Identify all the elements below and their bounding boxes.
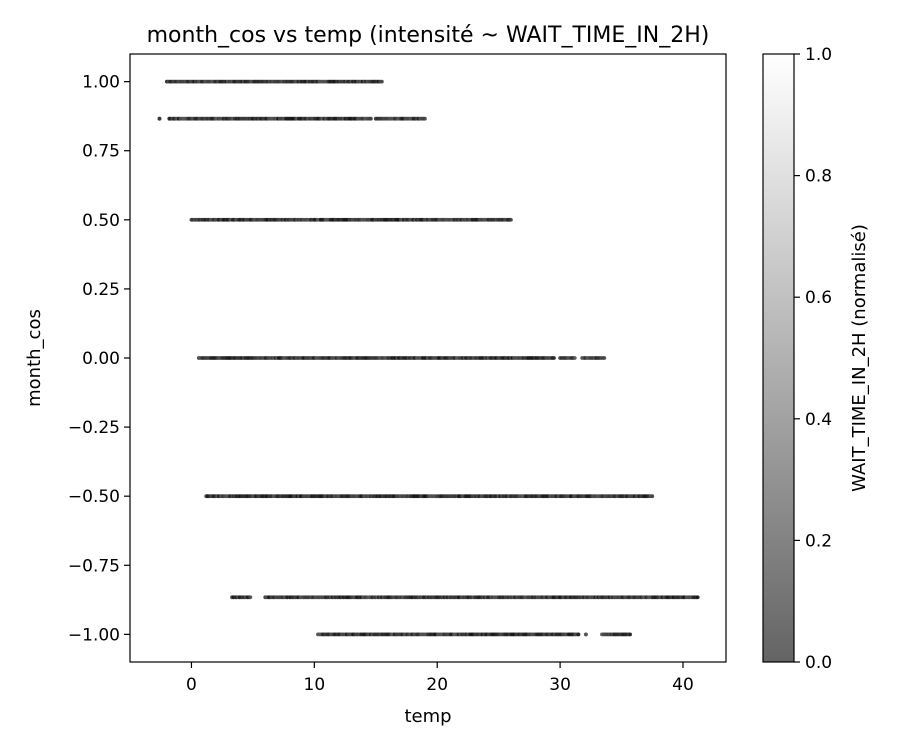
data-point: [572, 356, 577, 360]
x-tick-label: 0: [186, 675, 197, 695]
colorbar-tick-label: 0.0: [805, 653, 832, 673]
data-point: [552, 356, 556, 360]
y-tick-label: −0.25: [68, 418, 120, 438]
data-points: [157, 79, 700, 637]
data-point: [695, 595, 700, 600]
x-axis-label: temp: [404, 706, 451, 727]
y-tick-label: 0.75: [82, 142, 120, 162]
y-axis-label: month_cos: [24, 309, 45, 407]
data-point: [369, 116, 373, 121]
data-point: [380, 79, 384, 84]
colorbar-tick-label: 0.4: [805, 410, 832, 430]
colorbar-tick-label: 0.2: [805, 531, 832, 551]
data-point: [157, 116, 162, 121]
x-tick-label: 30: [549, 675, 571, 695]
x-tick-label: 10: [304, 675, 326, 695]
data-point: [650, 494, 655, 499]
x-tick-label: 20: [426, 675, 448, 695]
y-axis-ticks: 1.00 0.75 0.50 0.25 0.00 −0.25 −0.50 −0.75 −1.00: [68, 73, 130, 645]
x-axis-ticks: 0 10 20 30 40: [186, 662, 694, 695]
colorbar-label: WAIT_TIME_IN_2H (normalisé): [849, 224, 870, 492]
y-tick-label: 0.25: [82, 280, 120, 300]
data-point: [576, 632, 581, 637]
colorbar-tick-label: 0.8: [805, 167, 832, 187]
colorbar-gradient: [762, 53, 795, 663]
data-point: [248, 595, 253, 600]
y-tick-label: 1.00: [82, 73, 120, 93]
y-tick-label: −0.75: [68, 556, 120, 576]
plot-area: 0 10 20 30 40 1.00 0.75 0.50 0.25 0.00 −0.25 −0.50…: [68, 53, 727, 695]
chart-title: month_cos vs temp (intensité ~ WAIT_TIME…: [147, 23, 710, 48]
colorbar-ticks: 0.0 0.2 0.4 0.6 0.8 1.0: [794, 45, 832, 673]
data-point: [602, 356, 607, 360]
x-tick-label: 40: [672, 675, 694, 695]
data-point: [509, 217, 513, 222]
colorbar-tick-label: 1.0: [805, 45, 832, 65]
y-tick-label: 0.50: [82, 211, 120, 231]
data-point: [584, 632, 588, 637]
y-tick-label: −0.50: [68, 487, 120, 507]
colorbar: 0.0 0.2 0.4 0.6 0.8 1.0 WAIT_TIME_IN_2H (norm…: [762, 45, 870, 673]
y-tick-label: −1.00: [68, 625, 120, 645]
data-point: [423, 116, 427, 121]
colorbar-tick-label: 0.6: [805, 288, 832, 308]
y-tick-label: 0.00: [82, 349, 120, 369]
data-point: [628, 632, 632, 637]
